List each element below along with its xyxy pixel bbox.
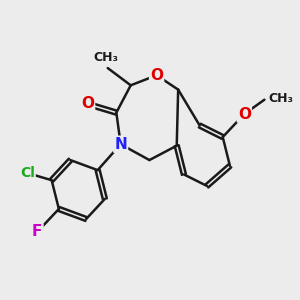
Text: O: O [238,106,251,122]
Text: N: N [114,137,127,152]
Text: O: O [81,97,94,112]
Text: F: F [32,224,43,239]
Text: O: O [150,68,163,83]
Text: Cl: Cl [20,166,35,180]
Text: CH₃: CH₃ [269,92,294,105]
Text: CH₃: CH₃ [94,51,119,64]
